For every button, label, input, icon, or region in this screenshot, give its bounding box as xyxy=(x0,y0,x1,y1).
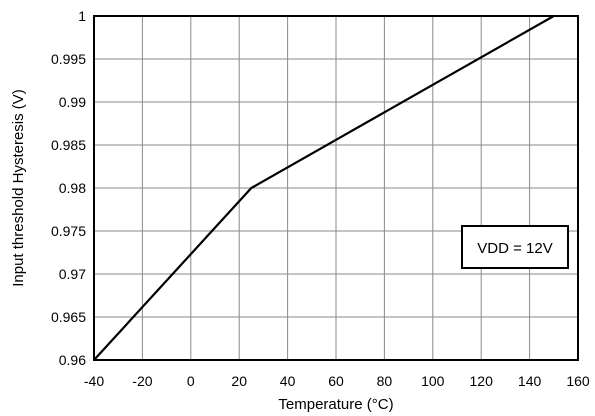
x-tick-label: 0 xyxy=(187,373,195,389)
y-tick-label: 0.99 xyxy=(59,94,86,110)
x-tick-label: 100 xyxy=(421,373,445,389)
x-tick-labels: -40 -20 0 20 40 60 80 100 120 140 160 xyxy=(84,373,590,389)
series-line xyxy=(93,15,555,361)
y-tick-label: 0.975 xyxy=(51,223,86,239)
plot-frame xyxy=(93,15,579,361)
y-tick-label: 0.96 xyxy=(59,352,86,368)
y-tick-label: 0.995 xyxy=(51,51,86,67)
x-tick-label: 160 xyxy=(566,373,590,389)
grid-lines xyxy=(93,15,579,361)
y-tick-label: 0.98 xyxy=(59,180,86,196)
series-layer xyxy=(93,15,555,361)
y-tick-label: 0.965 xyxy=(51,309,86,325)
x-tick-label: -40 xyxy=(84,373,104,389)
y-axis-title: Input threshold Hysteresis (V) xyxy=(10,89,27,287)
x-tick-label: 120 xyxy=(470,373,494,389)
x-tick-label: 140 xyxy=(518,373,542,389)
x-tick-label: 20 xyxy=(231,373,247,389)
y-tick-labels: 0.96 0.965 0.97 0.975 0.98 0.985 0.99 0.995 1 xyxy=(51,8,86,368)
x-tick-label: -20 xyxy=(132,373,152,389)
x-tick-label: 80 xyxy=(377,373,393,389)
y-tick-label: 0.97 xyxy=(59,266,86,282)
y-tick-label: 1 xyxy=(78,8,86,24)
x-tick-label: 40 xyxy=(280,373,296,389)
x-axis-title: Temperature (°C) xyxy=(278,396,393,413)
annotation-text: VDD = 12V xyxy=(477,240,552,257)
y-tick-label: 0.985 xyxy=(51,137,86,153)
annotation-box: VDD = 12V xyxy=(461,225,569,269)
x-tick-label: 60 xyxy=(328,373,344,389)
